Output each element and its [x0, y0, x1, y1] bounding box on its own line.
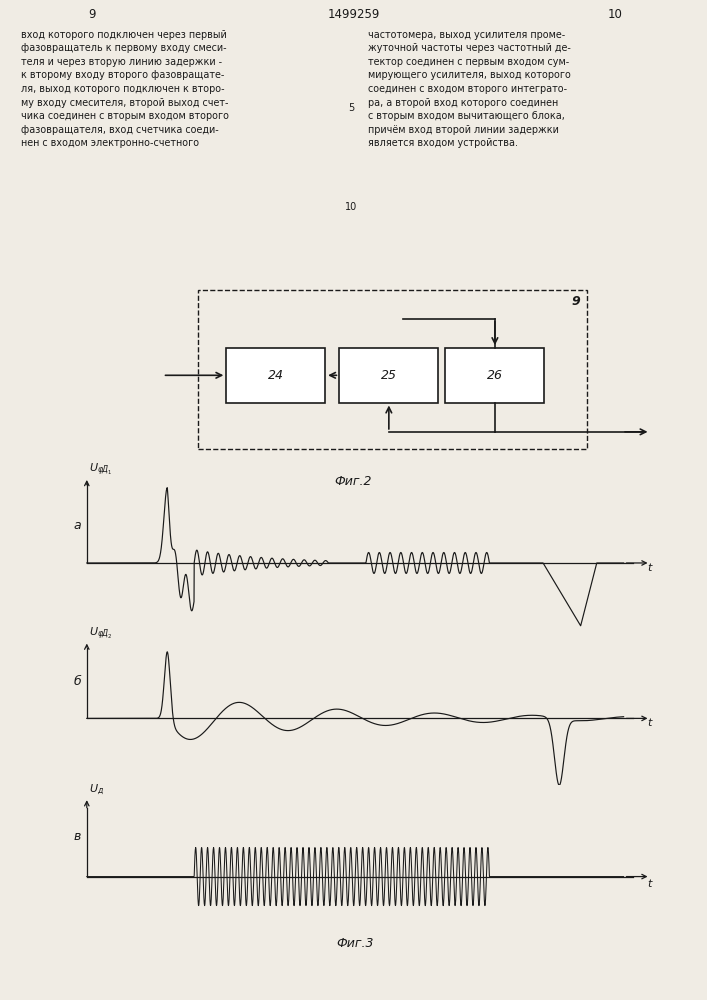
Text: а: а: [74, 519, 81, 532]
Bar: [198, 290, 587, 449]
Text: t: t: [648, 563, 652, 573]
Text: 10: 10: [345, 202, 358, 213]
Bar: [445, 348, 544, 403]
Text: Фиг.2: Фиг.2: [334, 475, 373, 488]
Text: в: в: [74, 830, 81, 843]
Text: 24: 24: [268, 369, 284, 382]
Text: $U_д$: $U_д$: [90, 783, 105, 797]
Text: 5: 5: [349, 103, 354, 113]
Text: t: t: [648, 718, 652, 728]
Text: частотомера, выход усилителя проме-
жуточной частоты через частотный де-
тектор : частотомера, выход усилителя проме- жуто…: [368, 30, 571, 148]
Text: Фиг.3: Фиг.3: [337, 937, 374, 950]
Bar: [226, 348, 325, 403]
Bar: [339, 348, 438, 403]
Text: $U_{\varphi\!Д_1}$: $U_{\varphi\!Д_1}$: [90, 461, 112, 477]
Text: 10: 10: [607, 8, 623, 21]
Text: $U_{\varphi\!Д_2}$: $U_{\varphi\!Д_2}$: [90, 625, 112, 641]
Text: вход которого подключен через первый
фазовращатель к первому входу смеси-
теля и: вход которого подключен через первый фаз…: [21, 30, 229, 148]
Text: 9: 9: [88, 8, 95, 21]
Text: 25: 25: [381, 369, 397, 382]
Text: 26: 26: [487, 369, 503, 382]
Text: б: б: [74, 675, 81, 688]
Text: 9: 9: [571, 295, 580, 308]
Text: 1499259: 1499259: [327, 8, 380, 21]
Text: t: t: [648, 879, 652, 889]
